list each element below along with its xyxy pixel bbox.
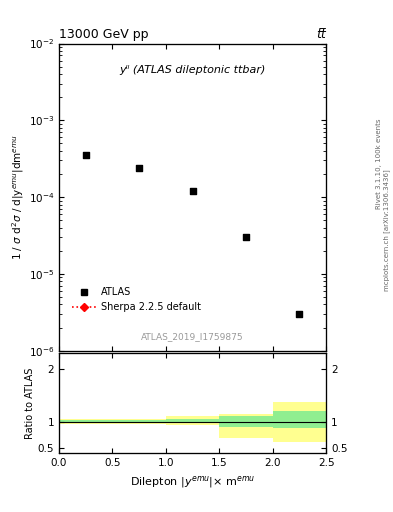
Y-axis label: Ratio to ATLAS: Ratio to ATLAS (25, 368, 35, 439)
Point (83, 151, 89, 159)
Text: Rivet 3.1.10, 100k events: Rivet 3.1.10, 100k events (376, 119, 382, 209)
Point (296, 310, 303, 318)
Text: 13000 GeV pp: 13000 GeV pp (59, 28, 149, 41)
X-axis label: Dilepton $|y^{emu}|$$\times$ m$^{emu}$: Dilepton $|y^{emu}|$$\times$ m$^{emu}$ (130, 474, 255, 489)
Y-axis label: 1 / $\sigma$ d$^2\sigma$ / d|y$^{emu}$|dm$^{emu}$: 1 / $\sigma$ d$^2\sigma$ / d|y$^{emu}$|d… (10, 134, 26, 260)
Point (189, 187, 196, 195)
Text: tt̅: tt̅ (316, 28, 326, 41)
Point (136, 164, 142, 172)
Text: mcplots.cern.ch [arXiv:1306.3436]: mcplots.cern.ch [arXiv:1306.3436] (384, 169, 391, 291)
Legend: ATLAS, Sherpa 2.2.5 default: ATLAS, Sherpa 2.2.5 default (69, 285, 204, 315)
Text: yˡˡ (ATLAS dileptonic ttbar): yˡˡ (ATLAS dileptonic ttbar) (119, 65, 266, 75)
Point (243, 233, 249, 241)
Text: ATLAS_2019_I1759875: ATLAS_2019_I1759875 (141, 332, 244, 342)
